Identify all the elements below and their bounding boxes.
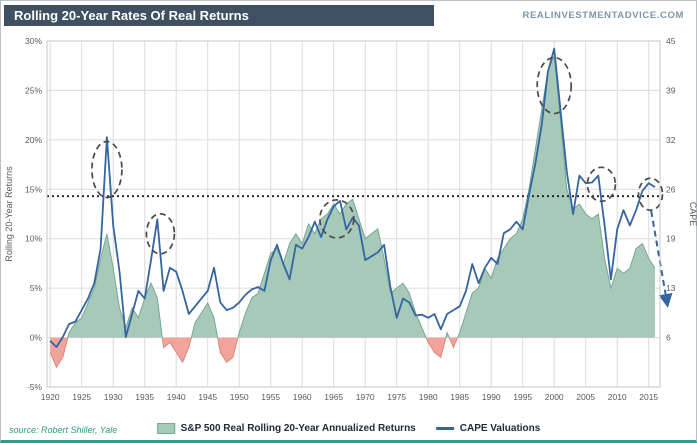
svg-text:30%: 30%: [25, 36, 42, 46]
svg-text:2005: 2005: [576, 392, 595, 402]
svg-text:39: 39: [666, 85, 676, 95]
svg-text:25%: 25%: [25, 85, 42, 95]
line-swatch: [435, 426, 454, 430]
downtrend-arrow: [650, 210, 673, 308]
svg-text:32: 32: [666, 135, 676, 145]
annotation-circle: [637, 177, 664, 211]
chart-area: 30% 25% 20% 15% 10% 5% 0% -5% 45 39 32 26 19 13 6 1920 1…: [1, 27, 697, 418]
annotation-circle: [536, 56, 573, 115]
legend-item-cape: CAPE Valuations: [435, 422, 541, 434]
svg-text:1970: 1970: [356, 392, 375, 402]
svg-text:6: 6: [666, 333, 671, 343]
annotation-circle: [586, 166, 617, 203]
legend: S&P 500 Real Rolling 20-Year Annualized …: [156, 422, 541, 434]
svg-text:1960: 1960: [293, 392, 312, 402]
svg-text:10%: 10%: [25, 234, 42, 244]
svg-text:1975: 1975: [387, 392, 406, 402]
svg-text:13: 13: [666, 283, 676, 293]
svg-text:1965: 1965: [324, 392, 343, 402]
svg-text:0%: 0%: [30, 333, 43, 343]
svg-text:2015: 2015: [639, 392, 658, 402]
source-note: source: Robert Shiller, Yale: [9, 424, 118, 435]
annotation-circle: [318, 198, 355, 239]
area-swatch: [156, 422, 175, 434]
svg-text:19: 19: [666, 234, 676, 244]
svg-text:1935: 1935: [135, 392, 154, 402]
legend-label-cape: CAPE Valuations: [459, 422, 541, 434]
chart-title-bar: Rolling 20-Year Rates Of Real Returns: [4, 4, 435, 26]
svg-text:1990: 1990: [482, 392, 501, 402]
svg-text:CAPE: CAPE: [688, 202, 697, 227]
annotation-circle: [91, 140, 123, 199]
svg-text:-5%: -5%: [27, 382, 43, 392]
svg-text:45: 45: [666, 36, 676, 46]
chart-svg: 30% 25% 20% 15% 10% 5% 0% -5% 45 39 32 26 19 13 6 1920 1…: [4, 36, 697, 402]
legend-item-returns: S&P 500 Real Rolling 20-Year Annualized …: [156, 422, 416, 434]
cape-line: [49, 47, 656, 348]
header: Rolling 20-Year Rates Of Real Returns RE…: [1, 1, 696, 27]
svg-text:26: 26: [666, 184, 676, 194]
svg-text:20%: 20%: [25, 135, 42, 145]
svg-text:1995: 1995: [513, 392, 532, 402]
returns-area-positive: [67, 55, 655, 338]
svg-text:2010: 2010: [608, 392, 627, 402]
svg-text:1950: 1950: [230, 392, 249, 402]
footer: source: Robert Shiller, Yale S&P 500 Rea…: [1, 418, 696, 440]
svg-text:5%: 5%: [30, 283, 43, 293]
svg-text:1955: 1955: [261, 392, 280, 402]
annotation-circle: [145, 212, 176, 255]
svg-text:1985: 1985: [450, 392, 469, 402]
svg-text:1980: 1980: [419, 392, 438, 402]
svg-text:15%: 15%: [25, 184, 42, 194]
chart-title: Rolling 20-Year Rates Of Real Returns: [14, 7, 249, 23]
svg-text:1940: 1940: [167, 392, 186, 402]
svg-text:Rolling 20-Year Returns: Rolling 20-Year Returns: [4, 166, 14, 262]
svg-text:1925: 1925: [72, 392, 91, 402]
site-link[interactable]: REALINVESTMENTADVICE.COM: [522, 9, 684, 21]
svg-text:2000: 2000: [545, 392, 564, 402]
svg-text:1945: 1945: [198, 392, 217, 402]
svg-text:1930: 1930: [104, 392, 123, 402]
svg-text:1920: 1920: [41, 392, 60, 402]
legend-label-returns: S&P 500 Real Rolling 20-Year Annualized …: [180, 422, 416, 434]
